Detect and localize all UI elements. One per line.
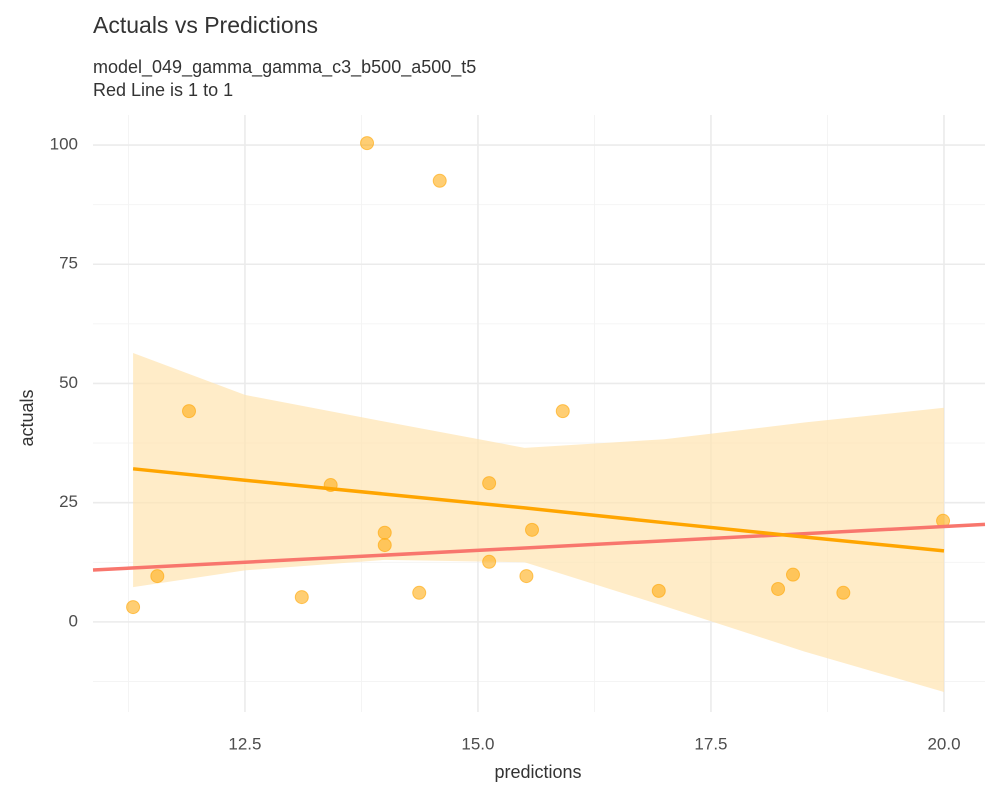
data-point bbox=[482, 554, 497, 569]
data-point bbox=[360, 136, 375, 151]
chart-title: Actuals vs Predictions bbox=[93, 12, 318, 38]
data-point bbox=[377, 525, 392, 540]
data-point bbox=[651, 583, 666, 598]
data-point bbox=[785, 567, 800, 582]
x-axis-title: predictions bbox=[494, 762, 581, 782]
y-tick-label: 0 bbox=[69, 611, 78, 630]
data-point bbox=[412, 585, 427, 600]
chart-subtitle: model_049_gamma_gamma_c3_b500_a500_t5 bbox=[93, 57, 476, 78]
data-point bbox=[432, 173, 447, 188]
data-point bbox=[482, 476, 497, 491]
y-tick-label: 25 bbox=[59, 492, 78, 511]
x-tick-label: 15.0 bbox=[461, 734, 494, 753]
data-point bbox=[182, 404, 197, 419]
data-point bbox=[126, 600, 141, 615]
data-point bbox=[836, 585, 851, 600]
data-point bbox=[377, 538, 392, 553]
reference-line bbox=[92, 522, 986, 572]
data-point bbox=[525, 522, 540, 537]
y-tick-label: 100 bbox=[50, 135, 78, 154]
y-tick-label: 50 bbox=[59, 373, 78, 392]
confidence-band bbox=[133, 352, 944, 692]
y-tick-label: 75 bbox=[59, 254, 78, 273]
data-point bbox=[555, 404, 570, 419]
fit-line bbox=[132, 467, 945, 553]
data-point bbox=[150, 569, 165, 584]
data-point bbox=[294, 590, 309, 605]
x-tick-label: 17.5 bbox=[694, 734, 727, 753]
data-point bbox=[519, 569, 534, 584]
chart-subtitle: Red Line is 1 to 1 bbox=[93, 80, 233, 100]
x-tick-label: 20.0 bbox=[927, 734, 960, 753]
x-tick-label: 12.5 bbox=[228, 734, 261, 753]
data-point bbox=[771, 581, 786, 596]
y-axis-title: actuals bbox=[17, 389, 37, 446]
plot-area bbox=[92, 136, 986, 692]
